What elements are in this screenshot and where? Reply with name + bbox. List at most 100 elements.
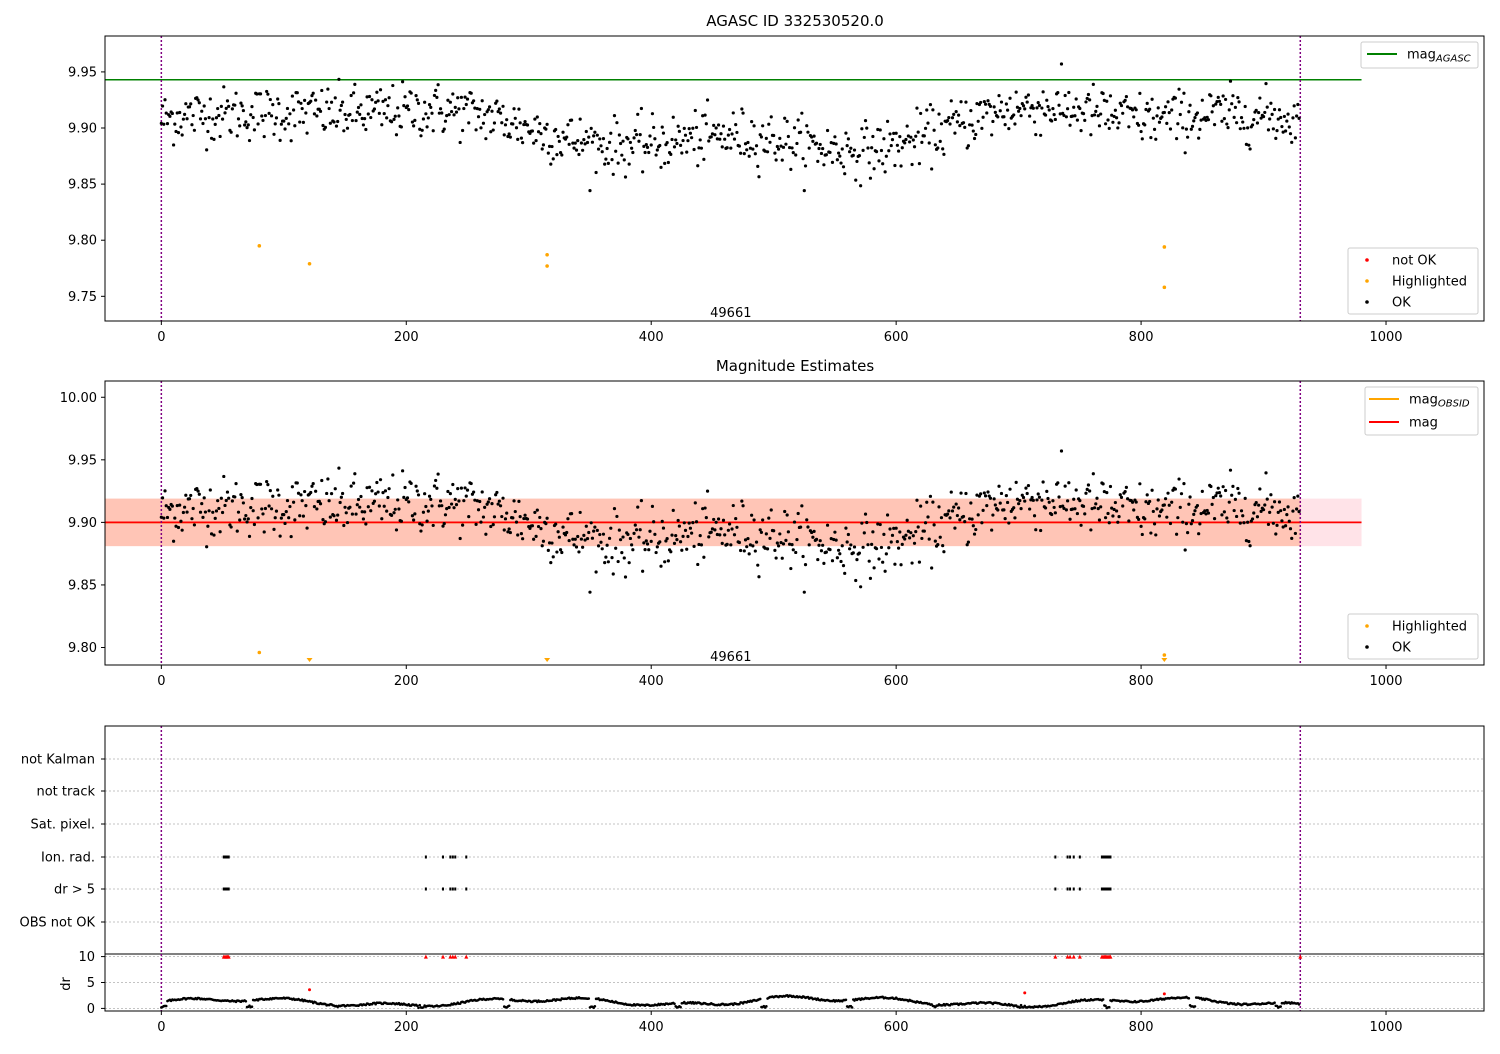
ok-point — [1111, 120, 1115, 124]
ok-point — [699, 543, 704, 547]
ok-point — [680, 151, 684, 155]
ok-point — [723, 137, 727, 141]
ok-point — [975, 493, 979, 497]
ok-point — [697, 542, 701, 547]
ok-point — [1012, 113, 1016, 117]
ok-point — [610, 556, 614, 560]
ok-point — [931, 500, 935, 504]
ok-point — [674, 534, 678, 538]
ok-point — [517, 499, 521, 503]
ok-point — [680, 548, 684, 552]
ok-point — [505, 118, 509, 122]
ok-point — [430, 111, 434, 115]
ok-point — [1127, 519, 1131, 523]
ok-point — [239, 101, 243, 105]
ok-point — [623, 175, 628, 179]
ok-point — [1099, 505, 1103, 509]
ok-point — [198, 510, 203, 514]
ok-point — [751, 544, 755, 548]
ok-point — [832, 537, 836, 542]
ok-point — [243, 517, 247, 521]
ok-point — [968, 517, 972, 521]
ok-point — [200, 109, 204, 113]
ok-point — [405, 496, 410, 500]
ok-point — [304, 111, 308, 115]
ok-point — [274, 116, 279, 120]
flag-event-marker — [1072, 887, 1075, 891]
ok-point — [1187, 110, 1191, 114]
ok-point — [464, 494, 468, 498]
x-tick-label: 800 — [1129, 674, 1154, 689]
ok-point — [721, 518, 726, 522]
ok-point — [1203, 509, 1207, 513]
flag-event-marker — [1102, 887, 1105, 891]
ok-point — [1074, 97, 1078, 101]
ok-point — [757, 575, 761, 579]
ok-point — [1270, 505, 1274, 509]
ok-point — [435, 95, 439, 99]
ok-point — [790, 542, 794, 547]
ok-point — [727, 127, 732, 132]
ok-point — [358, 112, 362, 116]
ok-point — [712, 123, 716, 127]
x-tick-label: 200 — [394, 1020, 419, 1035]
ok-point — [519, 136, 523, 140]
ok-point — [599, 540, 603, 544]
ok-point — [881, 560, 885, 564]
dr-point — [1279, 1005, 1283, 1008]
ok-point — [795, 141, 799, 146]
ok-point — [227, 104, 231, 108]
ok-point — [1124, 485, 1128, 489]
x-tick-label: 800 — [1129, 330, 1154, 345]
ok-point — [647, 150, 651, 155]
ok-point — [663, 161, 667, 165]
ok-point — [1152, 522, 1157, 526]
ok-point — [355, 503, 359, 507]
ok-point — [1127, 125, 1131, 129]
ok-point — [337, 466, 341, 470]
ok-point — [497, 499, 501, 503]
ok-point — [788, 145, 792, 150]
ok-point — [501, 496, 505, 500]
ok-point — [1217, 490, 1222, 495]
x-tick-label: 0 — [157, 330, 165, 345]
ok-point — [267, 111, 271, 115]
ok-point — [1095, 104, 1099, 108]
dr-point — [418, 1003, 422, 1007]
ok-point — [498, 111, 503, 115]
ok-point — [1237, 491, 1241, 495]
ok-point — [985, 111, 989, 115]
ok-point — [180, 528, 184, 532]
ok-point — [1075, 511, 1080, 516]
ok-point — [301, 514, 305, 518]
ok-point — [1112, 507, 1116, 512]
ok-point — [763, 149, 767, 153]
ok-point — [285, 498, 290, 503]
ok-point — [212, 137, 216, 141]
ok-point — [1088, 489, 1092, 493]
ok-point — [982, 491, 986, 495]
ok-point — [1199, 511, 1203, 516]
ok-point — [578, 510, 582, 515]
x-tick-label: 200 — [394, 674, 419, 689]
ok-point — [888, 527, 892, 531]
ok-point — [671, 115, 675, 119]
x-tick-label: 800 — [1129, 1020, 1154, 1035]
ok-point — [1112, 114, 1116, 119]
ok-point — [742, 549, 746, 553]
ok-point — [650, 112, 655, 116]
ok-point — [1085, 487, 1089, 491]
ok-point — [1097, 124, 1102, 128]
ok-point — [1155, 114, 1159, 118]
legend-marker — [1365, 279, 1369, 283]
ok-point — [547, 541, 552, 545]
ok-point — [1083, 512, 1087, 516]
ok-point — [178, 503, 182, 507]
ok-point — [325, 100, 329, 104]
ok-point — [980, 521, 984, 525]
ok-point — [263, 113, 268, 118]
ok-point — [318, 502, 323, 506]
ok-point — [952, 112, 956, 116]
ok-point — [298, 120, 302, 124]
ok-point — [688, 131, 693, 135]
